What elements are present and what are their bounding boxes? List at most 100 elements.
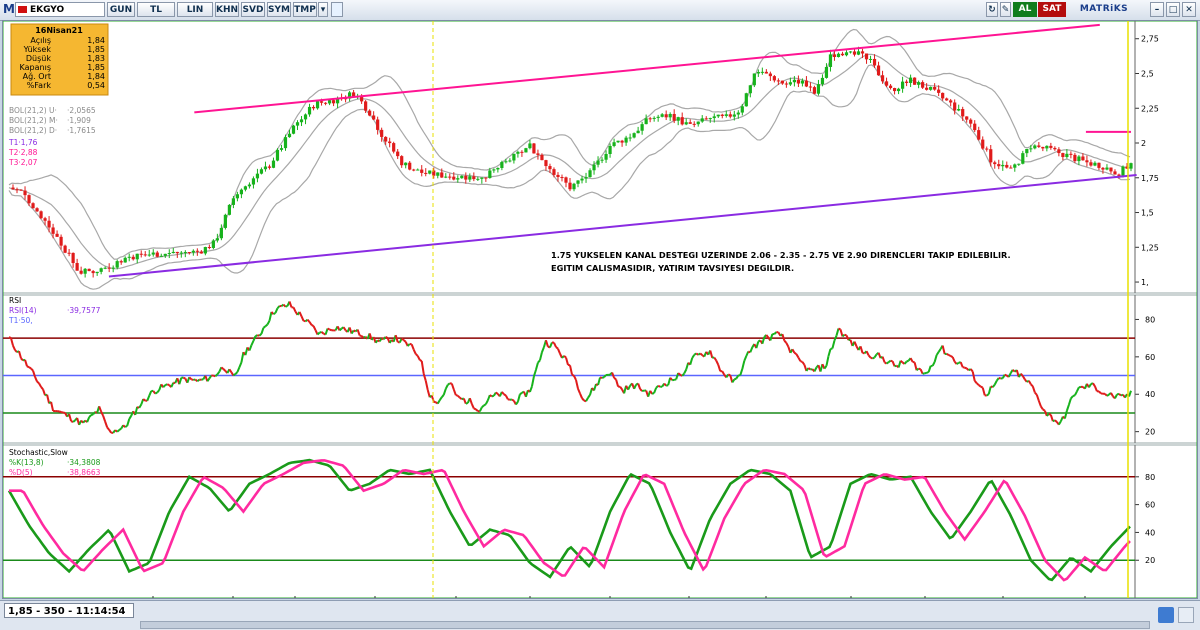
rsi14-label: RSI(14) xyxy=(9,306,37,315)
candle-body xyxy=(765,72,768,74)
trend-t3-label: T3·2,07 xyxy=(8,158,38,167)
rsi-segment xyxy=(402,339,404,341)
symbol-text: EKGYO xyxy=(30,5,64,15)
candle-body xyxy=(829,54,832,67)
candle-body xyxy=(272,161,275,168)
stoch-tick-label: 40 xyxy=(1145,528,1155,537)
dropdown-arrow-icon[interactable]: ▾ xyxy=(318,2,328,17)
info-value-close: 1,85 xyxy=(87,63,105,72)
candle-body xyxy=(1045,146,1048,149)
rsi-segment xyxy=(73,420,75,422)
info-value-change: 0,54 xyxy=(87,81,105,90)
rsi14-value: ·39,7577 xyxy=(67,306,101,315)
draw-icon[interactable]: ✎ xyxy=(1000,2,1011,17)
candle-body xyxy=(580,179,583,181)
minimize-icon[interactable]: – xyxy=(1150,2,1164,17)
rsi-segment xyxy=(842,335,844,337)
buy-button[interactable]: AL xyxy=(1013,2,1037,17)
rsi-segment xyxy=(652,393,654,394)
zoom-icon[interactable] xyxy=(1178,607,1194,623)
rsi-segment xyxy=(614,378,616,380)
sell-button[interactable]: SAT xyxy=(1038,2,1066,17)
rsi-segment xyxy=(800,361,802,362)
candle-body xyxy=(937,90,940,93)
rsi-segment xyxy=(482,405,484,407)
candle-body xyxy=(540,155,543,160)
candle-body xyxy=(781,81,784,84)
rsi-segment xyxy=(27,366,29,367)
rsi-segment xyxy=(183,378,185,379)
khn-button[interactable]: KHN xyxy=(215,2,239,17)
rsi-segment xyxy=(119,429,121,430)
candle-body xyxy=(1121,167,1124,177)
sync-icon[interactable] xyxy=(1158,607,1174,623)
rsi-segment xyxy=(568,365,570,366)
twitter-icon[interactable] xyxy=(331,2,343,17)
candle-body xyxy=(120,261,123,262)
info-value-high: 1,85 xyxy=(87,45,105,54)
candle-body xyxy=(873,59,876,66)
rsi-segment xyxy=(700,353,702,355)
brand-label: MATRiKS xyxy=(1070,2,1138,17)
candle-body xyxy=(685,122,688,124)
tmp-button[interactable]: TMP xyxy=(293,2,317,17)
rsi-segment xyxy=(404,340,406,342)
candle-body xyxy=(496,168,499,169)
candle-body xyxy=(128,257,131,258)
candle-body xyxy=(404,163,407,166)
rsi-segment xyxy=(957,363,959,364)
info-label-low: Düşük xyxy=(26,54,51,63)
candle-body xyxy=(729,114,732,116)
period-button[interactable]: GUN xyxy=(107,2,135,17)
sym-button[interactable]: SYM xyxy=(267,2,291,17)
candle-body xyxy=(1101,168,1104,170)
candle-body xyxy=(608,146,611,154)
rsi-segment xyxy=(1043,409,1045,410)
candle-body xyxy=(172,252,175,253)
candle-body xyxy=(689,122,692,124)
rsi-segment xyxy=(318,333,320,335)
candle-body xyxy=(749,85,752,93)
maximize-icon[interactable]: □ xyxy=(1166,2,1180,17)
svd-button[interactable]: SVD xyxy=(241,2,265,17)
candle-body xyxy=(468,176,471,179)
rsi-segment xyxy=(979,385,981,387)
rsi-segment xyxy=(808,368,810,369)
rsi-segment xyxy=(221,367,223,369)
rsi-segment xyxy=(386,337,388,338)
rsi-segment xyxy=(143,399,145,401)
stoch-tick-label: 60 xyxy=(1145,501,1155,510)
candle-body xyxy=(1089,162,1092,165)
rsi-tick-label: 80 xyxy=(1145,315,1155,324)
rsi-segment xyxy=(913,362,915,363)
close-icon[interactable]: ✕ xyxy=(1182,2,1196,17)
candle-body xyxy=(669,114,672,117)
refresh-icon[interactable]: ↻ xyxy=(986,2,998,17)
rsi-segment xyxy=(556,347,558,349)
candle-body xyxy=(653,118,656,119)
scale-button[interactable]: LIN xyxy=(177,2,213,17)
rsi-segment xyxy=(640,389,642,391)
candle-body xyxy=(400,156,403,165)
candle-body xyxy=(1053,148,1056,149)
time-scrollbar[interactable] xyxy=(140,621,1150,629)
candle-body xyxy=(997,164,1000,166)
candle-body xyxy=(985,149,988,150)
candle-body xyxy=(92,271,95,273)
symbol-input[interactable]: EKGYO xyxy=(15,2,105,17)
candle-body xyxy=(929,87,932,90)
currency-button[interactable]: TL xyxy=(137,2,175,17)
candle-body xyxy=(88,269,91,271)
candle-body xyxy=(789,82,792,84)
rsi-segment xyxy=(927,372,929,373)
candle-body xyxy=(861,51,864,53)
candle-body xyxy=(11,188,14,190)
candle-body xyxy=(176,252,179,253)
candle-body xyxy=(440,172,443,177)
candle-body xyxy=(252,178,255,184)
candle-body xyxy=(256,174,259,179)
candle-body xyxy=(604,154,607,160)
candle-body xyxy=(452,177,455,180)
